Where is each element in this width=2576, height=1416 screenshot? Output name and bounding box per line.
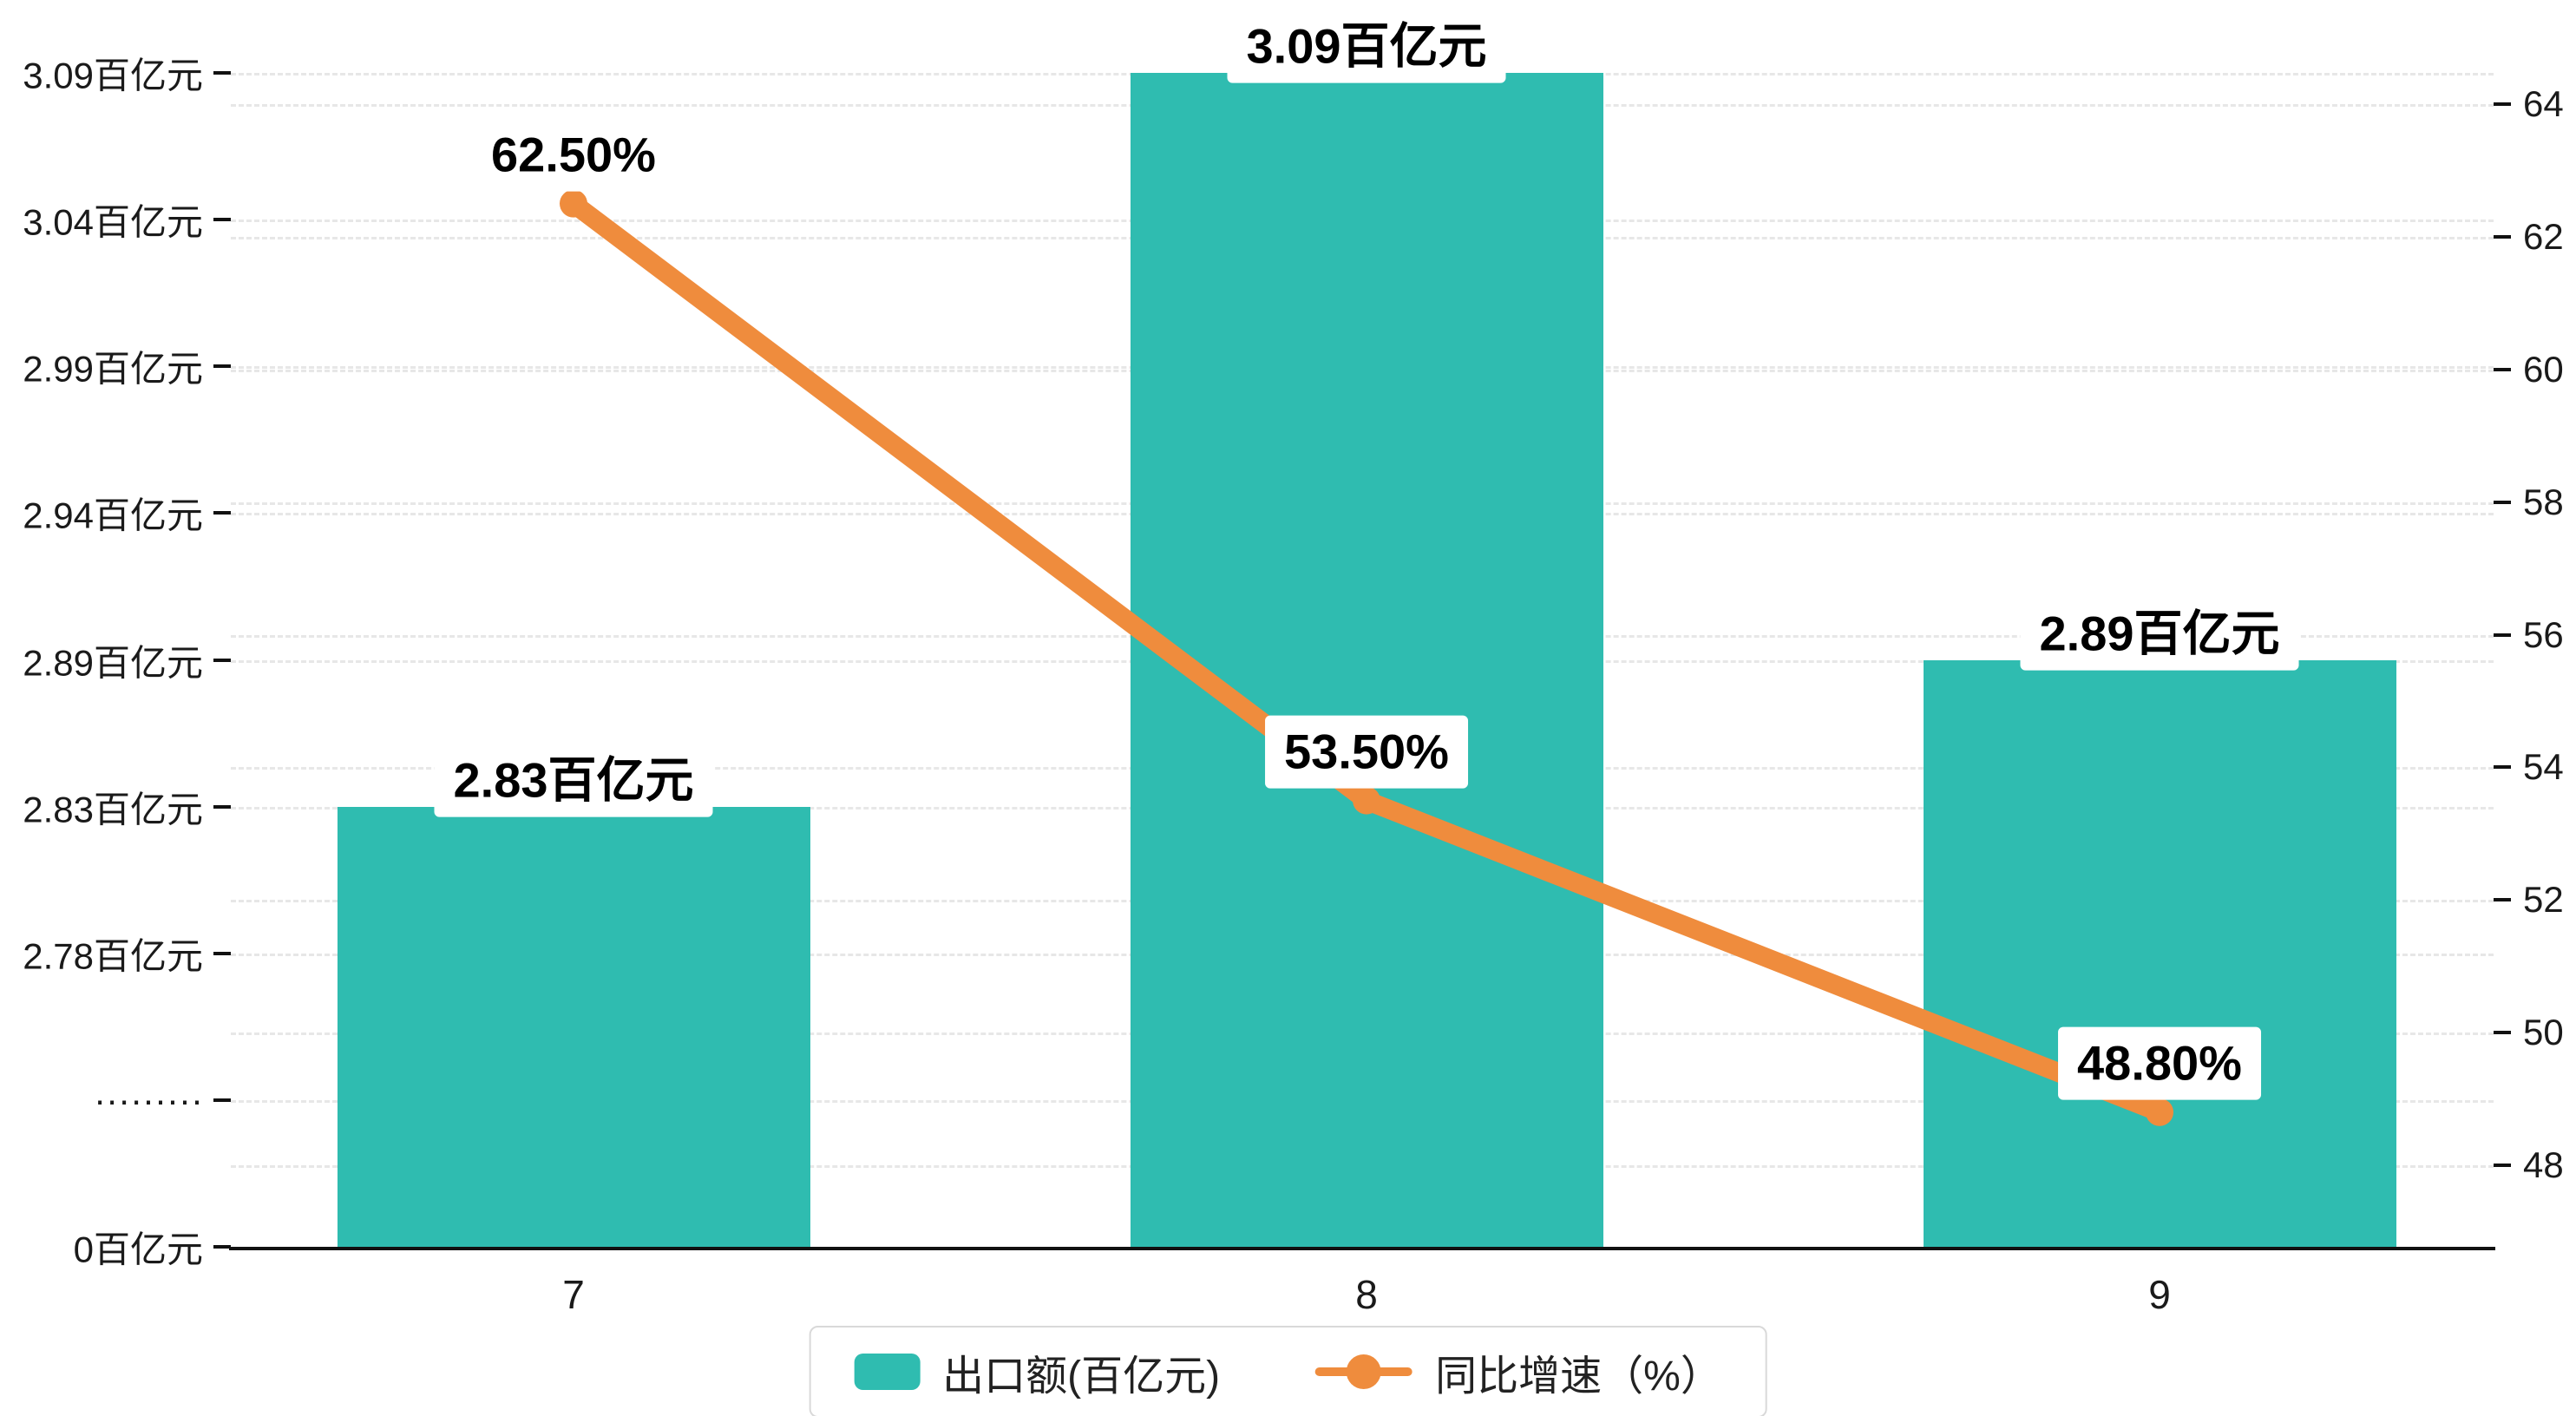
x-axis-label: 8 xyxy=(1355,1272,1378,1317)
left-axis-tick xyxy=(213,218,231,222)
right-axis-tick xyxy=(2494,765,2511,770)
legend-label-growth: 同比增速（%） xyxy=(1435,1354,1722,1400)
right-axis-tick xyxy=(2494,102,2511,106)
legend-label-export: 出口额(百亿元) xyxy=(942,1354,1221,1400)
bar-value-label: 2.89百亿元 xyxy=(2020,597,2299,671)
legend: 出口额(百亿元) 同比增速（%） xyxy=(809,1326,1767,1416)
x-axis-line xyxy=(229,1247,2495,1250)
left-axis-label: 2.99百亿元 xyxy=(23,348,203,390)
right-axis-label: 54 xyxy=(2523,746,2564,788)
line-marker-dot xyxy=(1347,1354,1382,1389)
left-axis-tick xyxy=(213,658,231,662)
right-axis-tick xyxy=(2494,898,2511,902)
growth-line-point xyxy=(560,189,587,218)
export-bar[interactable] xyxy=(1923,659,2396,1247)
line-value-label: 53.50% xyxy=(1265,715,1468,789)
line-series-marker-icon xyxy=(1315,1353,1413,1391)
line-value-label: 62.50% xyxy=(472,118,675,192)
right-axis-label: 48 xyxy=(2523,1144,2564,1185)
growth-line-point xyxy=(2146,1098,2173,1126)
growth-line-point xyxy=(1353,786,1380,815)
left-axis-tick xyxy=(213,951,231,955)
x-axis-label: 7 xyxy=(562,1272,585,1317)
x-axis-label: 9 xyxy=(2148,1272,2171,1317)
right-axis-label: 50 xyxy=(2523,1012,2564,1053)
right-axis-label: 58 xyxy=(2523,481,2564,522)
right-axis-label: 62 xyxy=(2523,215,2564,257)
legend-item-growth[interactable]: 同比增速（%） xyxy=(1315,1341,1722,1402)
left-axis-tick xyxy=(213,511,231,515)
growth-line xyxy=(564,193,2169,1122)
export-bar[interactable] xyxy=(1130,73,1603,1247)
right-axis-label: 64 xyxy=(2523,83,2564,124)
left-axis-tick xyxy=(213,1245,231,1249)
left-axis-tick xyxy=(213,364,231,369)
line-value-label: 48.80% xyxy=(2058,1026,2261,1100)
left-axis-tick xyxy=(213,71,231,75)
left-axis-label: 3.09百亿元 xyxy=(23,55,203,96)
legend-item-export[interactable]: 出口额(百亿元) xyxy=(854,1341,1220,1402)
right-axis-tick xyxy=(2494,1164,2511,1167)
export-bar[interactable] xyxy=(337,806,810,1247)
right-axis-label: 52 xyxy=(2523,879,2564,921)
right-axis-label: 56 xyxy=(2523,613,2564,655)
left-axis-label: 3.04百亿元 xyxy=(23,201,203,243)
right-axis-tick xyxy=(2494,234,2511,239)
right-axis-label: 60 xyxy=(2523,348,2564,390)
bar-value-label: 2.83百亿元 xyxy=(434,744,713,817)
left-axis-label: 0百亿元 xyxy=(73,1229,203,1270)
bar-series-swatch-icon xyxy=(854,1354,921,1390)
left-axis-tick xyxy=(213,804,231,809)
right-axis-tick xyxy=(2494,633,2511,637)
right-axis-tick xyxy=(2494,1031,2511,1035)
right-axis-tick xyxy=(2494,500,2511,504)
bar-value-label: 3.09百亿元 xyxy=(1227,10,1506,83)
left-axis-label: 2.89百亿元 xyxy=(23,642,203,683)
left-axis-tick xyxy=(213,1098,231,1102)
left-axis-label: 2.83百亿元 xyxy=(23,789,203,830)
left-axis-label: 2.78百亿元 xyxy=(23,935,203,977)
left-axis-label: 2.94百亿元 xyxy=(23,495,203,536)
right-axis-tick xyxy=(2494,367,2511,371)
left-axis-label: ········· xyxy=(94,1078,203,1120)
